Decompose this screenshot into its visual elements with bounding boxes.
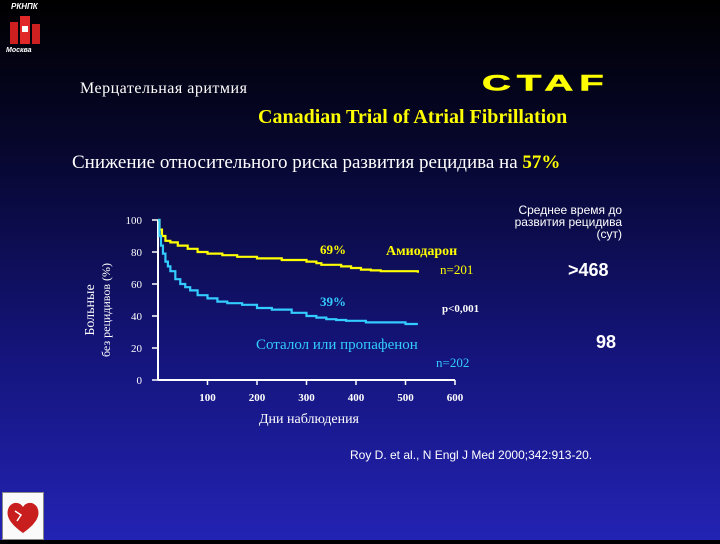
risk-reduction-subtitle: Снижение относительного риска развития р… [72, 152, 560, 174]
kaplan-meier-chart: 0 20 40 60 80 100 100 200 300 400 500 600 Дни наблюд… [83, 203, 623, 427]
y-tick-label: 100 [126, 215, 143, 227]
x-tick-label: 200 [249, 392, 266, 404]
subtitle-text: Снижение относительного риска развития р… [72, 152, 523, 173]
x-tick-label: 400 [348, 392, 365, 404]
time-amiodarone-value: >468 [568, 260, 609, 280]
logo-bottom-text: Москва [6, 47, 32, 54]
time-sotalol-value: 98 [596, 332, 616, 352]
trial-acronym: CTAF [482, 71, 610, 96]
amiodarone-pct-label: 69% [320, 242, 346, 257]
slide-heading: Мерцательная аритмия [80, 80, 248, 97]
y-tick-label: 20 [131, 343, 143, 355]
heart-emblem-icon [7, 502, 39, 533]
y-tick-label: 80 [131, 247, 143, 259]
time-header-line: развития рецидива [515, 215, 623, 229]
trial-title: Canadian Trial of Atrial Fibrillation [258, 106, 568, 128]
y-axis-label-line1: Больные [83, 284, 98, 335]
y-tick-label: 0 [137, 375, 143, 387]
sotalol-pct-label: 39% [320, 294, 346, 309]
y-tick-label: 40 [131, 311, 143, 323]
x-axis-label: Дни наблюдения [259, 412, 360, 427]
subtitle-percent: 57% [522, 152, 561, 173]
amiodarone-n-label: n=201 [440, 262, 473, 277]
sotalol-name-label: Соталол или пропафенон [256, 337, 418, 353]
x-tick-label: 600 [447, 392, 464, 404]
time-header-line: (сут) [597, 227, 623, 241]
series-line-amiodarone [158, 218, 419, 273]
x-tick-label: 300 [298, 392, 315, 404]
time-header-line: Среднее время до [518, 203, 622, 217]
x-tick-label: 100 [199, 392, 216, 404]
y-tick-label: 60 [131, 279, 143, 291]
y-axis-label-line2: без рецидивов (%) [99, 263, 113, 357]
institution-logo: РКНПК [4, 0, 48, 60]
series-line-sotalol [158, 218, 418, 326]
p-value-label: p<0,001 [442, 303, 479, 315]
x-tick-label: 500 [397, 392, 414, 404]
logo-top-text: РКНПК [11, 2, 38, 11]
amiodarone-name-label: Амиодарон [386, 244, 457, 259]
sotalol-n-label: n=202 [436, 355, 469, 370]
citation: Roy D. et al., N Engl J Med 2000;342:913… [350, 448, 593, 462]
society-logo [2, 492, 44, 540]
logo-emblem-icon [10, 16, 40, 44]
